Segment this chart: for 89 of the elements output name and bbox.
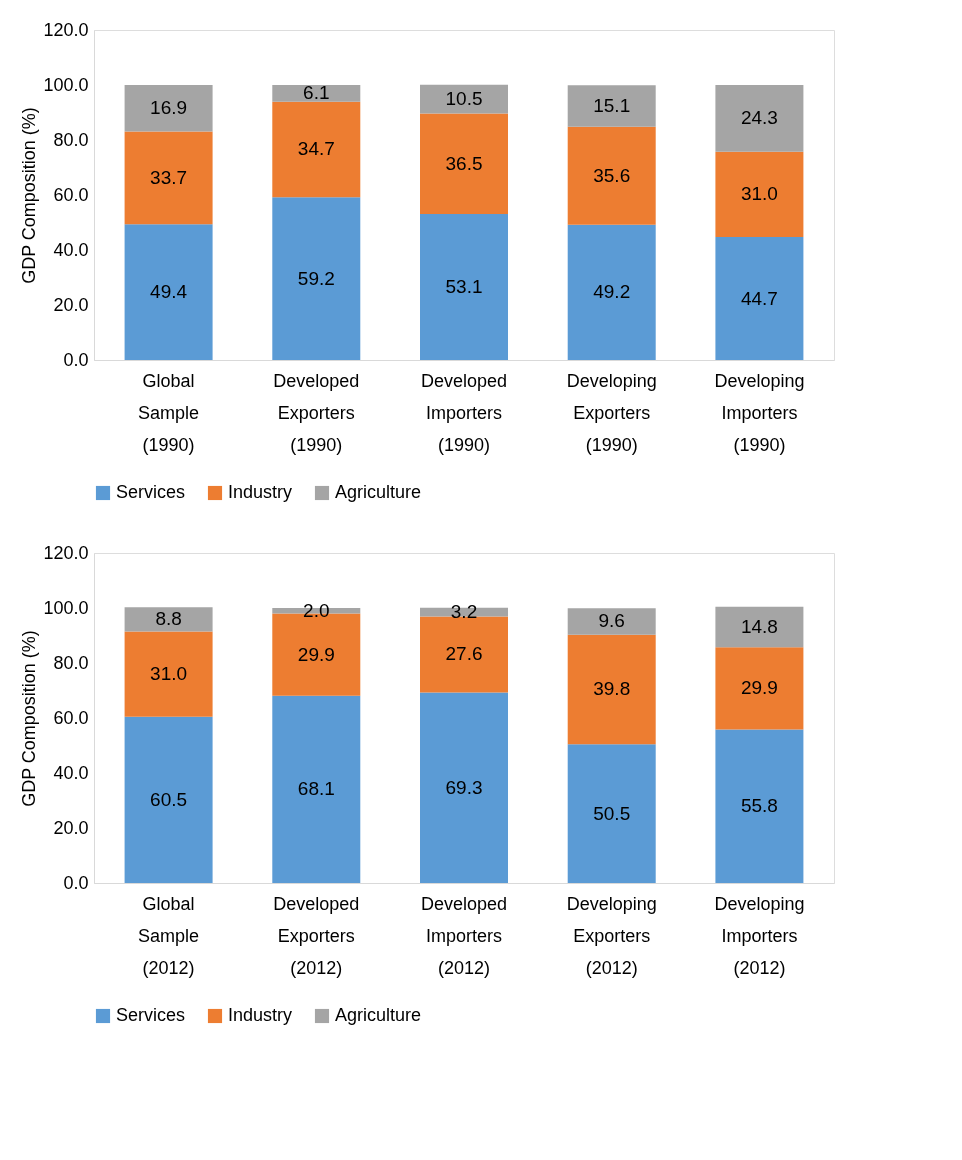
- data-label: 50.5: [593, 802, 631, 824]
- x-tick-label: Developed Exporters (1990): [273, 370, 360, 455]
- x-tick-label: Developing Importers (2012): [714, 893, 805, 978]
- data-label: 16.9: [150, 97, 188, 119]
- bar: [567, 608, 656, 635]
- bar: [124, 85, 213, 132]
- y-tick-label: 40.0: [53, 762, 89, 783]
- y-tick-label: 80.0: [53, 129, 89, 150]
- legend-label: Services: [116, 1005, 186, 1025]
- bar: [272, 197, 361, 360]
- data-label: 49.4: [150, 281, 188, 303]
- bar: [715, 237, 804, 360]
- legend-label: Services: [116, 482, 186, 502]
- bar: [567, 634, 656, 745]
- data-label: 27.6: [445, 643, 483, 665]
- x-tick-label: Developed Importers (2012): [420, 893, 508, 978]
- y-tick-label: 40.0: [53, 239, 89, 260]
- y-tick-label: 120.0: [43, 19, 89, 40]
- bar: [420, 607, 508, 617]
- y-tick-label: 100.0: [43, 74, 89, 95]
- y-tick-label: 120.0: [43, 542, 89, 563]
- x-tick-label: Developing Importers (1990): [714, 370, 805, 455]
- y-tick-label: 60.0: [53, 184, 89, 205]
- bar: [567, 744, 656, 883]
- bar: [420, 84, 508, 114]
- y-tick-label: 20.0: [53, 817, 89, 838]
- data-label: 68.1: [297, 778, 335, 800]
- data-label: 15.1: [593, 95, 631, 117]
- y-tick-label: 20.0: [53, 294, 89, 315]
- bar: [567, 224, 656, 360]
- bar: [420, 692, 508, 883]
- legend-label: Agriculture: [335, 1005, 422, 1025]
- y-tick-label: 60.0: [53, 707, 89, 728]
- data-label: 69.3: [445, 776, 483, 798]
- y-axis-title: GDP Composition (%): [19, 107, 40, 284]
- data-label: 34.7: [297, 138, 335, 160]
- bar: [567, 85, 656, 127]
- legend-label: Industry: [228, 482, 293, 502]
- bar: [124, 716, 213, 883]
- x-tick-label: Global Sample (1990): [138, 370, 200, 455]
- x-tick-label: Developed Exporters (2012): [273, 893, 360, 978]
- data-label: 44.7: [740, 287, 778, 309]
- bar: [124, 607, 213, 632]
- data-label: 31.0: [740, 183, 778, 205]
- data-label: 59.2: [297, 267, 335, 289]
- data-label: 10.5: [445, 88, 483, 110]
- x-tick-label: Developed Importers (1990): [420, 370, 508, 455]
- bar: [124, 131, 213, 225]
- bar: [715, 647, 804, 730]
- data-label: 33.7: [150, 166, 188, 188]
- data-label: 60.5: [150, 788, 188, 810]
- data-label: 8.8: [155, 608, 182, 630]
- data-label: 53.1: [445, 275, 483, 297]
- bar: [124, 631, 213, 717]
- bar: [272, 101, 361, 198]
- y-tick-label: 100.0: [43, 597, 89, 618]
- bar: [420, 213, 508, 360]
- y-tick-label: 0.0: [63, 349, 89, 370]
- y-axis-title: GDP Composition (%): [19, 630, 40, 807]
- data-label: 35.6: [593, 164, 631, 186]
- bar: [420, 113, 508, 214]
- legend-label: Agriculture: [335, 482, 422, 502]
- data-label: 24.3: [740, 107, 778, 129]
- data-label: 36.5: [445, 152, 483, 174]
- y-tick-label: 0.0: [63, 872, 89, 893]
- data-label: 55.8: [740, 795, 778, 817]
- data-label: 39.8: [593, 678, 631, 700]
- x-tick-label: Developing Exporters (2012): [566, 893, 657, 978]
- data-label: 3.2: [450, 601, 478, 623]
- bar: [715, 606, 804, 648]
- bar: [272, 85, 361, 102]
- data-label: 14.8: [740, 615, 778, 637]
- bar: [715, 151, 804, 238]
- x-tick-label: Developing Exporters (1990): [566, 370, 657, 455]
- data-label: 9.6: [598, 610, 625, 632]
- x-tick-label: Global Sample (2012): [138, 893, 200, 978]
- data-label: 31.0: [150, 663, 188, 684]
- bar: [420, 616, 508, 693]
- bar: [567, 126, 656, 225]
- data-label: 49.2: [593, 281, 631, 303]
- bar: [715, 85, 804, 152]
- legend-label: Industry: [228, 1005, 293, 1025]
- data-label: 29.9: [740, 677, 778, 699]
- data-label: 29.9: [297, 643, 335, 665]
- y-tick-label: 80.0: [53, 652, 89, 673]
- data-label: 6.1: [303, 82, 330, 104]
- bar: [124, 224, 213, 360]
- bar: [272, 695, 361, 883]
- bar: [715, 729, 804, 883]
